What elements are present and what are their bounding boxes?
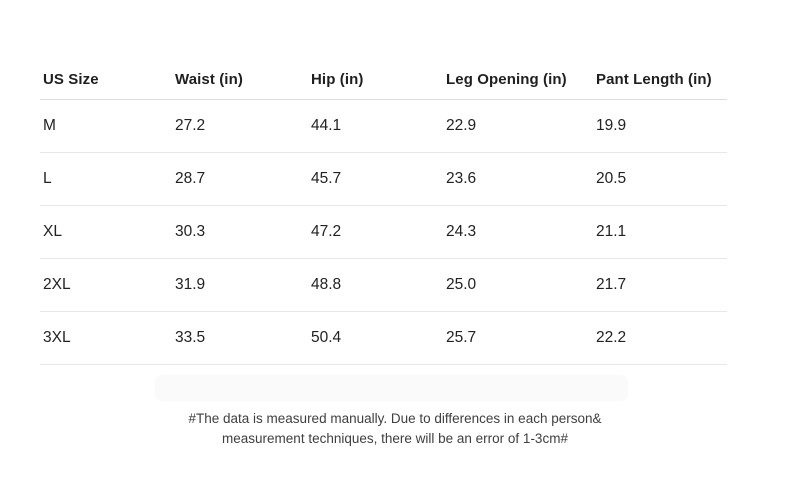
header-cell-waist: Waist (in): [175, 71, 243, 88]
size-cell: M: [43, 117, 56, 134]
pant-length-cell: 21.1: [596, 223, 627, 240]
waist-cell: 30.3: [175, 223, 206, 240]
leg-opening-cell: 22.9: [446, 117, 477, 134]
leg-opening-cell: 23.6: [446, 170, 477, 187]
table-header-row: US Size Waist (in) Hip (in) Leg Opening …: [40, 60, 727, 100]
leg-opening-cell: 25.7: [446, 329, 477, 346]
header-cell-pant-length: Pant Length (in): [596, 71, 712, 88]
pant-length-cell: 21.7: [596, 276, 627, 293]
table-row: M 27.2 44.1 22.9 19.9: [40, 100, 727, 153]
waist-cell: 33.5: [175, 329, 206, 346]
hip-cell: 50.4: [311, 329, 342, 346]
leg-opening-cell: 25.0: [446, 276, 477, 293]
size-cell: XL: [43, 223, 62, 240]
size-chart-table: US Size Waist (in) Hip (in) Leg Opening …: [40, 60, 727, 365]
pant-length-cell: 20.5: [596, 170, 627, 187]
waist-cell: 28.7: [175, 170, 206, 187]
waist-cell: 31.9: [175, 276, 206, 293]
table-row: XL 30.3 47.2 24.3 21.1: [40, 206, 727, 259]
size-cell: 3XL: [43, 329, 71, 346]
measurement-note: #The data is measured manually. Due to d…: [0, 409, 790, 449]
hip-cell: 45.7: [311, 170, 342, 187]
header-cell-us-size: US Size: [43, 71, 99, 88]
size-cell: 2XL: [43, 276, 71, 293]
table-row: 2XL 31.9 48.8 25.0 21.7: [40, 259, 727, 312]
measurement-note-line1: #The data is measured manually. Due to d…: [188, 411, 602, 426]
table-row: 3XL 33.5 50.4 25.7 22.2: [40, 312, 727, 365]
pant-length-cell: 19.9: [596, 117, 627, 134]
table-row: L 28.7 45.7 23.6 20.5: [40, 153, 727, 206]
pant-length-cell: 22.2: [596, 329, 627, 346]
hip-cell: 48.8: [311, 276, 342, 293]
measurement-note-line2: measurement techniques, there will be an…: [222, 431, 568, 446]
header-cell-hip: Hip (in): [311, 71, 364, 88]
leg-opening-cell: 24.3: [446, 223, 477, 240]
waist-cell: 27.2: [175, 117, 206, 134]
note-highlight-bar: [155, 375, 628, 401]
header-cell-leg-opening: Leg Opening (in): [446, 71, 567, 88]
size-cell: L: [43, 170, 52, 187]
hip-cell: 44.1: [311, 117, 342, 134]
hip-cell: 47.2: [311, 223, 342, 240]
